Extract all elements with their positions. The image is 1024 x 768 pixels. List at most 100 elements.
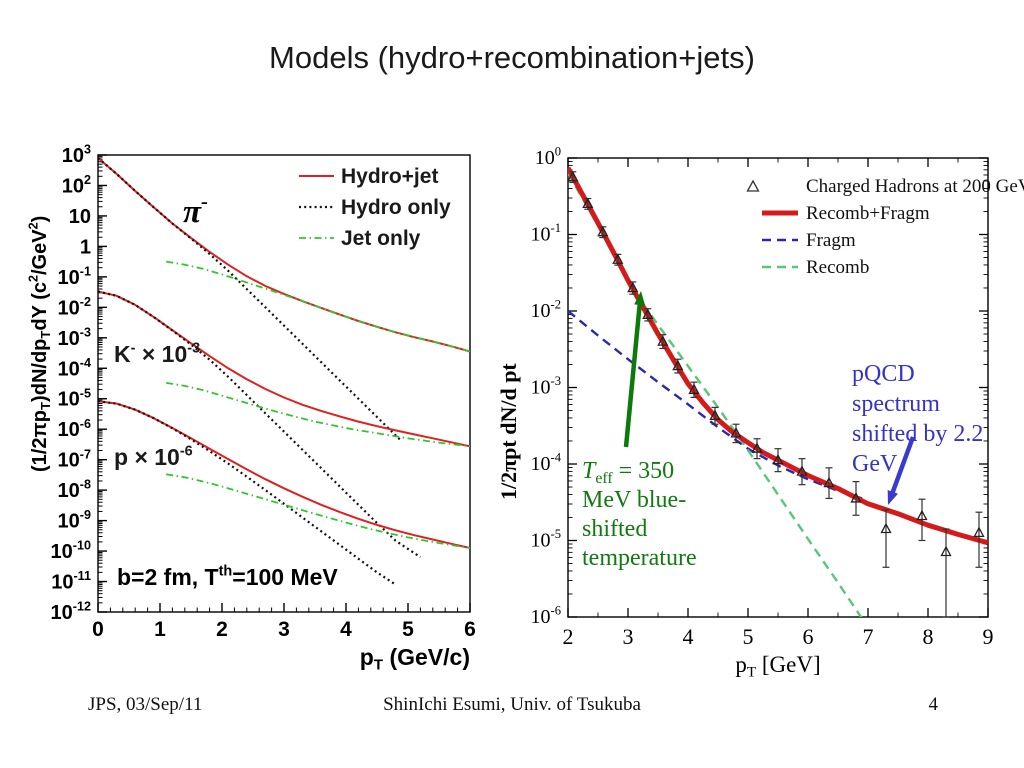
series-p x 10^-6-Jet only <box>166 473 471 549</box>
legend-label: Hydro+jet <box>341 165 438 188</box>
triangle-marker <box>880 522 892 534</box>
x-tick-label: 2 <box>216 618 228 641</box>
y-tick-label: 10-1 <box>58 264 91 288</box>
plot-annotation: p × 10-6 <box>114 443 193 470</box>
legend-label: Hydro only <box>341 196 451 219</box>
triangle-marker <box>823 476 835 488</box>
footer-page-number: 4 <box>928 694 939 715</box>
y-tick-label: 10-3 <box>531 374 562 398</box>
triangle-marker <box>627 281 639 293</box>
triangle-marker <box>973 526 985 537</box>
annotation-pqcd: pQCD spectrum shifted by 2.2 GeV <box>852 361 983 505</box>
footer-conference-date: JPS, 03/Sep/11 <box>88 694 203 715</box>
x-tick-label: 7 <box>863 624 874 649</box>
y-axis-title: (1/2πpT)dN/dpTdY (c2/GeV2) <box>27 216 53 472</box>
triangle-marker <box>709 409 721 420</box>
series-K- x 10^-3-Hydro only <box>97 290 422 559</box>
legend-label: Recomb <box>806 257 869 278</box>
x-tick-label: 6 <box>464 618 476 641</box>
x-axis-title: pT [GeV] <box>735 652 820 681</box>
x-tick-label: 1 <box>154 618 166 641</box>
series-p x 10^-6-Hydro only <box>97 400 397 586</box>
x-axis-title: pT (GeV/c) <box>360 644 470 674</box>
x-tick-label: 5 <box>743 624 754 649</box>
y-tick-label: 10-5 <box>531 527 562 551</box>
plot-annotation: π- <box>183 190 208 230</box>
annotation-line: spectrum <box>852 391 940 417</box>
legend-label: Fragm <box>806 230 856 251</box>
x-tick-label: 2 <box>563 624 574 649</box>
slide-footer: JPS, 03/Sep/11 ShinIchi Esumi, Univ. of … <box>0 694 1024 724</box>
series <box>568 166 988 617</box>
series-K- x 10^-3-Hydro+jet <box>97 290 471 448</box>
y-tick-label: 10-9 <box>58 508 91 532</box>
triangle-marker <box>772 453 784 465</box>
annotation-line: MeV blue- <box>582 487 686 513</box>
y-tick-label: 10-2 <box>531 298 562 322</box>
series-Fragm <box>568 310 863 500</box>
triangle-marker <box>940 545 952 557</box>
triangle-marker <box>597 225 609 237</box>
y-tick-label: 10-8 <box>58 478 91 502</box>
triangle-marker <box>730 427 742 438</box>
series-Recomb+Fragm <box>568 166 988 546</box>
series <box>97 157 471 586</box>
slide-title: Models (hydro+recombination+jets) <box>269 40 755 75</box>
y-tick-label: 10-11 <box>51 569 91 593</box>
x-tick-label: 3 <box>623 624 634 649</box>
x-tick-label: 5 <box>402 618 414 641</box>
y-tick-label: 103 <box>62 143 91 167</box>
annotation-line: temperature <box>582 545 697 571</box>
y-tick-label: 10 <box>69 206 91 228</box>
y-tick-label: 10-5 <box>58 386 91 410</box>
annotation-line: shifted by 2.2 <box>852 421 983 447</box>
y-tick-label: 10-1 <box>531 221 562 245</box>
x-tick-label: 9 <box>983 624 994 649</box>
annotation-line: shifted <box>582 516 647 542</box>
y-tick-label: 10-6 <box>58 417 91 441</box>
legend-label: Charged Hadrons at 200 GeV <box>806 176 1024 197</box>
plot-annotation: b=2 fm, Tth=100 MeV <box>117 563 338 590</box>
legend: Charged Hadrons at 200 GeV Recomb+Fragm Fr… <box>746 176 1024 278</box>
y-tick-label: 100 <box>535 145 561 169</box>
legend-triangle-marker <box>746 179 760 192</box>
plot-frame <box>97 154 471 613</box>
y-tick-label: 10-10 <box>51 539 91 563</box>
x-axis: 2 3 4 5 6 7 8 9 <box>563 158 994 649</box>
x-tick-label: 8 <box>923 624 934 649</box>
y-tick-label: 10-12 <box>51 600 91 624</box>
y-tick-label: 10-2 <box>58 295 91 319</box>
x-tick-label: 4 <box>340 618 352 641</box>
x-axis: 0 1 2 3 4 5 6 <box>92 603 476 641</box>
y-tick-label: 10-7 <box>58 447 91 471</box>
y-tick-label: 10-4 <box>531 451 562 475</box>
right-recomb-fragm-chart: 100 10-1 10-2 10-3 10-4 10-5 10-62 3 4 5 6 7 8 9 pT [G… <box>500 145 1024 681</box>
annotation-arrow <box>887 436 916 505</box>
y-tick-label: 102 <box>62 173 91 197</box>
triangle-marker <box>582 197 594 209</box>
x-tick-label: 3 <box>278 618 290 641</box>
footer-author: ShinIchi Esumi, Univ. of Tsukuba <box>383 694 641 715</box>
y-tick-label: 10-4 <box>58 356 91 380</box>
triangle-marker <box>672 359 684 371</box>
series-pi--Hydro only <box>97 157 403 443</box>
triangle-marker <box>657 335 669 346</box>
triangle-marker <box>642 308 654 319</box>
y-tick-label: 10-3 <box>58 325 91 349</box>
triangle-marker <box>567 170 579 182</box>
y-tick-label: 10-6 <box>531 604 562 628</box>
triangle-marker <box>612 253 624 264</box>
y-tick-label: 1 <box>80 236 91 258</box>
series-p x 10^-6-Hydro+jet <box>97 400 471 549</box>
data-points <box>567 170 985 618</box>
legend-label: Jet only <box>341 227 421 250</box>
y-axis: 10310210110-110-210-310-410-510-610-710-… <box>51 143 107 624</box>
annotation-line: Teff = 350 <box>582 458 674 487</box>
annotation-line: GeV <box>852 451 898 477</box>
y-axis-title: 1/2πpt dN/d pt <box>500 363 521 500</box>
triangle-marker <box>688 383 700 394</box>
annotation-line: pQCD <box>852 361 915 387</box>
triangle-marker <box>916 509 928 521</box>
